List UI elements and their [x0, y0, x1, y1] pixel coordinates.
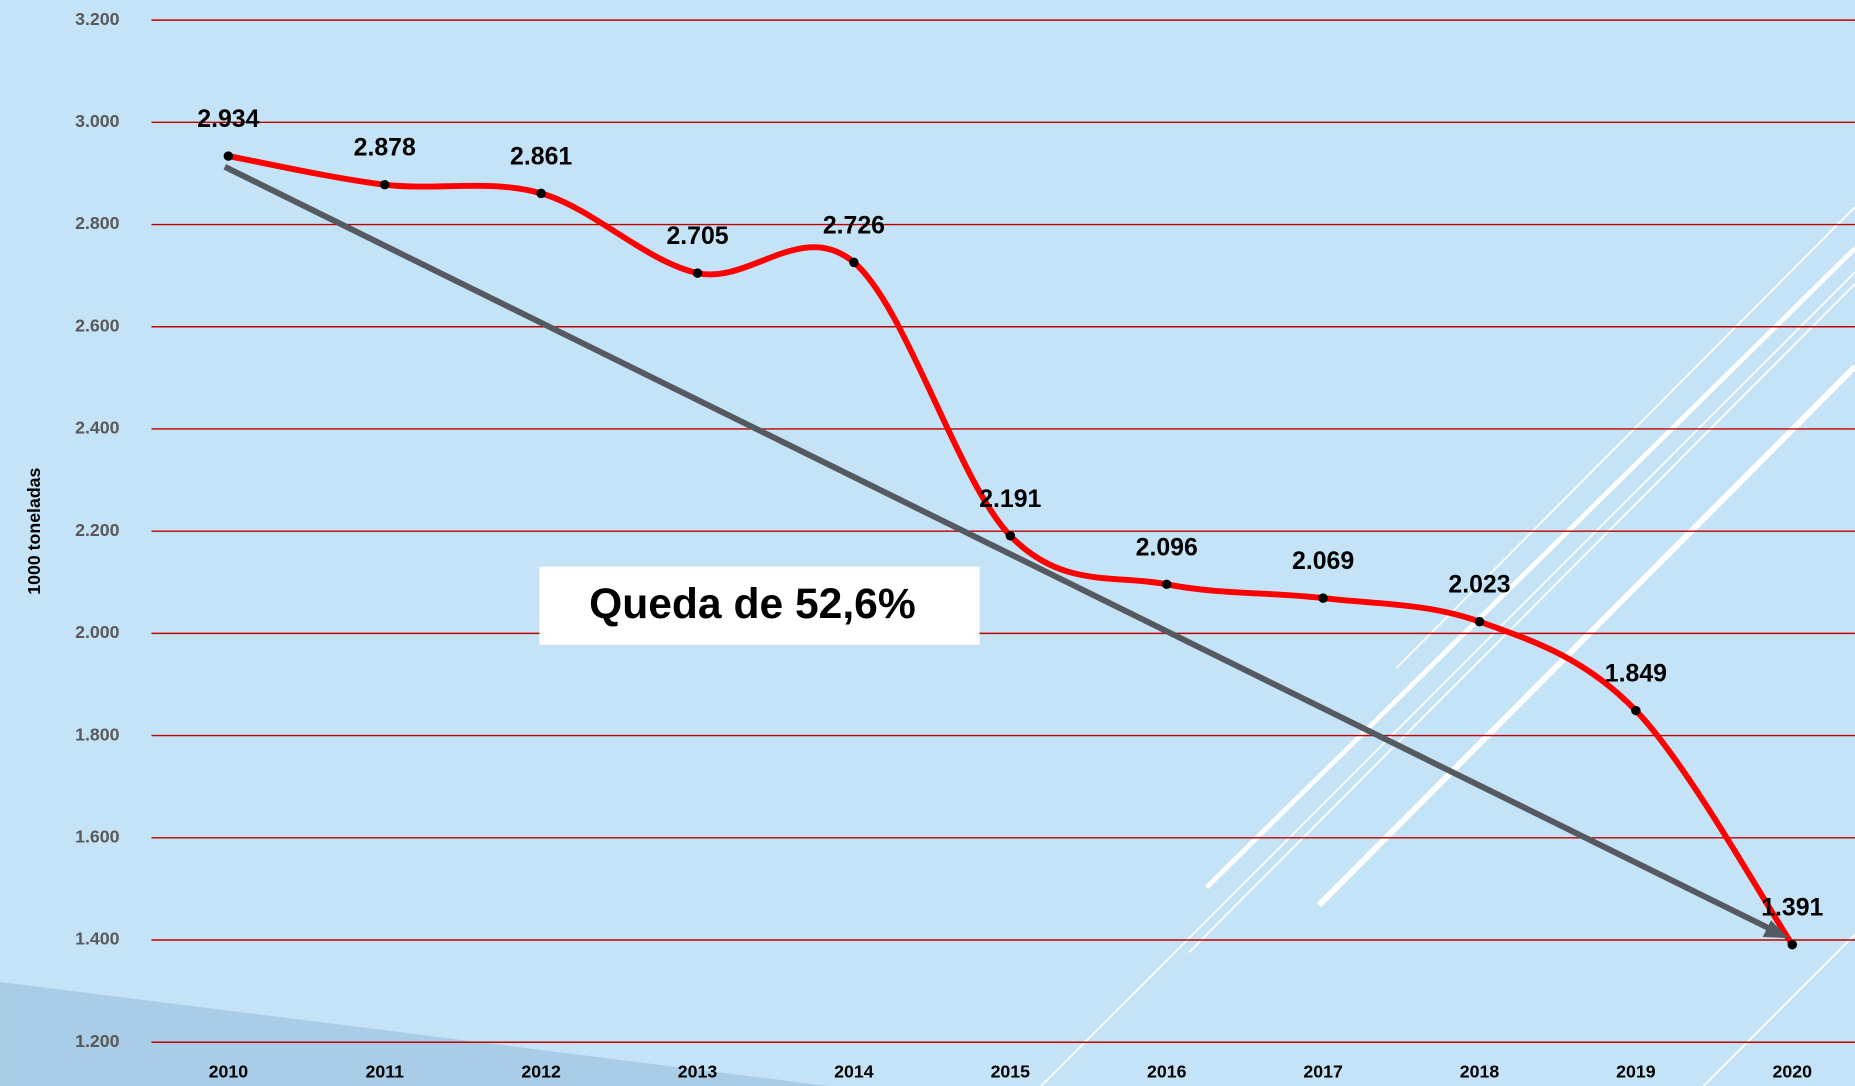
x-tick-label: 2014: [834, 1062, 874, 1082]
deco-line: [1040, 271, 1855, 1086]
y-tick-label: 2.200: [75, 520, 120, 540]
x-tick-label: 2017: [1303, 1062, 1343, 1082]
data-label: 2.878: [354, 135, 416, 162]
x-tick-label: 2013: [678, 1062, 718, 1082]
data-label: 2.705: [666, 223, 728, 250]
x-tick-label: 2010: [209, 1062, 249, 1082]
deco-line: [1316, 364, 1855, 908]
data-point: [1787, 939, 1798, 950]
data-label: 2.726: [823, 212, 885, 239]
x-tick-label: 2018: [1460, 1062, 1500, 1082]
x-tick-label: 2020: [1773, 1062, 1813, 1082]
y-tick-label: 2.800: [75, 213, 120, 233]
data-label: 2.191: [979, 486, 1041, 513]
data-point: [849, 257, 859, 268]
data-label: 1.391: [1761, 895, 1823, 922]
deco-line: [1702, 933, 1855, 1086]
corner-shade: [0, 981, 829, 1086]
y-tick-label: 3.000: [75, 111, 120, 131]
data-point: [692, 268, 703, 278]
decoration: [0, 206, 1855, 1086]
y-tick-label: 1.600: [75, 826, 120, 846]
data-point: [380, 179, 390, 190]
data-point: [1161, 579, 1172, 590]
y-tick-label: 1.800: [75, 724, 120, 744]
data-point: [1005, 531, 1016, 541]
data-label: 2.861: [510, 143, 572, 170]
data-label: 2.069: [1292, 548, 1354, 575]
data-label: 2.096: [1136, 534, 1198, 561]
x-tick-label: 2015: [991, 1062, 1031, 1082]
x-tick-label: 2016: [1147, 1062, 1187, 1082]
data-point: [536, 188, 546, 199]
trend-arrow: [223, 164, 1776, 934]
y-tick-label: 2.600: [75, 315, 120, 335]
x-tick-label: 2011: [365, 1062, 404, 1082]
y-tick-label: 1.400: [75, 929, 120, 949]
data-label: 2.023: [1448, 572, 1510, 599]
data-point: [223, 151, 234, 161]
data-line: [227, 153, 1795, 947]
deco-line: [1188, 283, 1855, 953]
y-axis-label: 1000 toneladas: [24, 467, 44, 594]
x-tick-label: 2012: [521, 1062, 561, 1082]
data-point: [1631, 705, 1641, 716]
data-point: [1318, 593, 1328, 603]
annotation-box: [539, 566, 980, 645]
y-tick-label: 3.200: [75, 9, 120, 29]
data-point: [1474, 616, 1485, 627]
plot: 1.200 1.400 1.600 1.800 2.000 2.200 2.400 2.600…: [75, 9, 1855, 1082]
x-tick-label: 2019: [1616, 1062, 1656, 1082]
deco-line: [1205, 246, 1855, 889]
deco-line: [1395, 206, 1855, 670]
data-label: 1.849: [1605, 661, 1667, 688]
y-tick-label: 2.400: [75, 418, 120, 438]
annotation: Queda de 52,6%: [589, 580, 916, 628]
trend-arrowhead: [1762, 920, 1789, 939]
data-label: 2.934: [197, 106, 259, 133]
y-tick-label: 2.000: [75, 622, 120, 642]
y-tick-label: 1.200: [75, 1031, 120, 1051]
